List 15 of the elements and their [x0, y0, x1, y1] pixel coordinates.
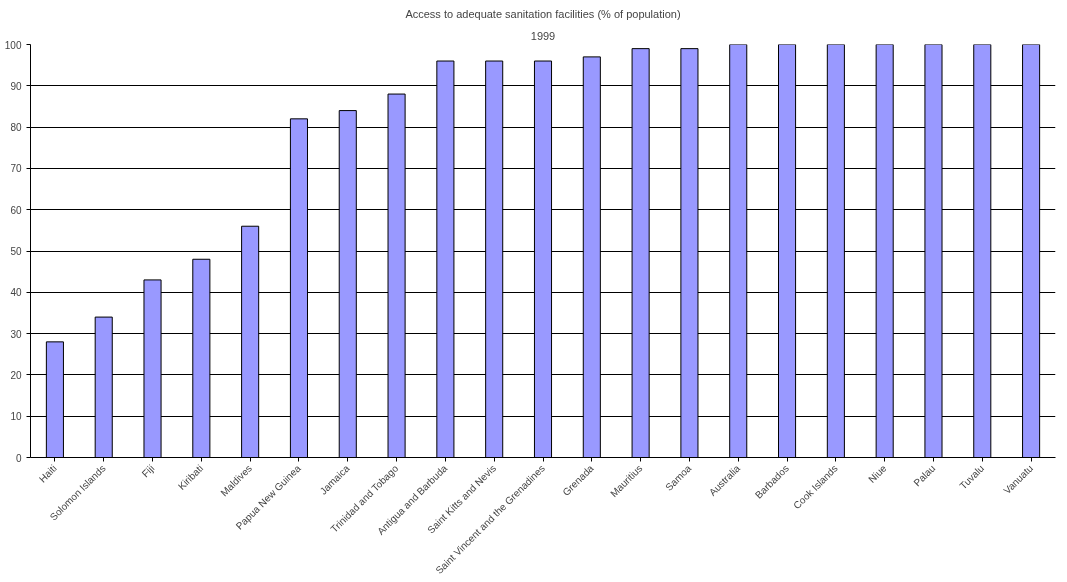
chart-title: Access to adequate sanitation facilities (% of population) [405, 7, 681, 20]
y-tick-label: 70 [10, 163, 22, 175]
y-tick-label: 10 [10, 411, 22, 423]
y-tick-label: 30 [10, 328, 22, 340]
x-tick-label: Niue [866, 462, 889, 485]
y-tick-label: 90 [10, 80, 22, 92]
chart-subtitle: 1999 [530, 29, 556, 42]
y-tick-label: 100 [4, 39, 22, 51]
x-tick-label: Fiji [139, 462, 157, 480]
y-tick-label: 20 [10, 369, 22, 381]
y-tick-label: 40 [10, 287, 22, 299]
y-tick-label: 50 [10, 246, 22, 257]
y-tick-label: 0 [15, 452, 22, 464]
y-tick-label: 80 [10, 122, 22, 134]
y-tick-label: 60 [10, 204, 22, 216]
